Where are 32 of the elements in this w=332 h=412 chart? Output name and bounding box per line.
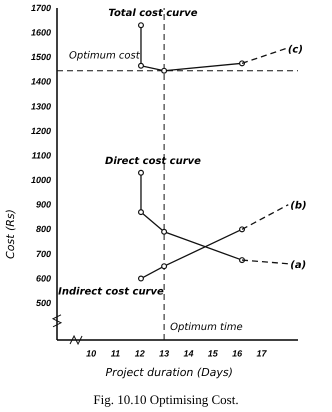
y-tick-label: 800 <box>36 224 51 234</box>
x-tick-label: 12 <box>134 348 145 358</box>
ref-line-label: Optimum cost <box>69 50 141 62</box>
series-label: Indirect cost curve <box>58 286 164 298</box>
y-tick-label: 1100 <box>32 150 51 160</box>
y-tick-label: 1500 <box>30 52 51 62</box>
y-tick-label: 1700 <box>30 2 51 13</box>
series-label: (b) <box>290 200 307 212</box>
x-tick-label: 13 <box>159 348 170 358</box>
x-tick-label: 10 <box>86 348 96 358</box>
series-label: Total cost curve <box>108 8 198 20</box>
y-tick-label: 1600 <box>30 27 51 38</box>
x-tick-label: 17 <box>256 348 268 358</box>
x-tick-label: 14 <box>183 348 194 358</box>
y-tick-label: 1300 <box>30 101 51 112</box>
y-tick-label: 500 <box>36 298 51 308</box>
series-label: (c) <box>288 44 303 56</box>
x-tick-label: 16 <box>232 348 244 358</box>
caption: Fig. 10.10 Optimising Cost. <box>93 392 239 407</box>
y-tick-label: 1200 <box>30 126 51 136</box>
x-tick-label: 11 <box>110 348 120 358</box>
ref-line-label: Optimum time <box>170 322 243 333</box>
x-tick-label: 15 <box>208 348 219 358</box>
x-axis-title: Project duration (Days) <box>106 366 233 379</box>
series-label: Direct cost curve <box>105 156 202 167</box>
y-tick-label: 1000 <box>30 175 51 186</box>
series-label: (a) <box>290 260 306 271</box>
y-axis-title: Cost (Rs) <box>4 209 17 259</box>
y-tick-label: 900 <box>36 200 51 210</box>
y-tick-label: 600 <box>36 273 51 284</box>
y-tick-label: 1400 <box>30 76 51 87</box>
y-tick-label: 700 <box>36 248 51 259</box>
